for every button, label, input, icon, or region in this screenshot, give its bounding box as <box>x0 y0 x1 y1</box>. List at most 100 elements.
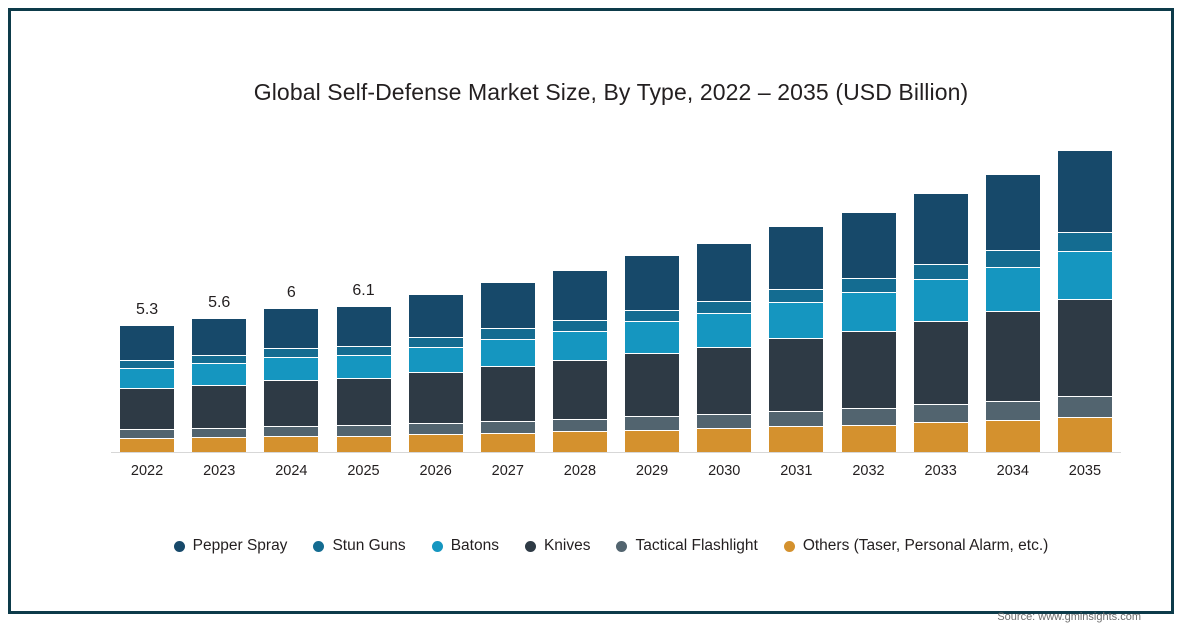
bar-segment[interactable] <box>913 404 968 423</box>
bar-stack <box>985 174 1040 453</box>
bar-segment[interactable] <box>697 428 752 453</box>
bar-segment[interactable] <box>480 328 535 339</box>
bar-segment[interactable] <box>1057 396 1112 418</box>
bar-segment[interactable] <box>1057 232 1112 251</box>
bar-segment[interactable] <box>336 425 391 436</box>
bar-segment[interactable] <box>120 368 175 389</box>
bar-segment[interactable] <box>336 345 391 355</box>
bar-segment[interactable] <box>769 302 824 339</box>
bar-segment[interactable] <box>408 346 463 373</box>
bar-segment[interactable] <box>1057 299 1112 397</box>
bar-segment[interactable] <box>913 263 968 280</box>
bar-segment[interactable] <box>625 309 680 322</box>
x-axis-tick-labels: 2022 2023 2024 2025 2026 2027 2028 2029 2030 2031… <box>111 463 1121 485</box>
bar-segment[interactable] <box>1057 250 1112 300</box>
bar-segment[interactable] <box>913 279 968 321</box>
bar-segment[interactable] <box>841 278 896 293</box>
legend-item[interactable]: Tactical Flashlight <box>616 537 758 555</box>
bar-segment[interactable] <box>480 420 535 433</box>
bar-segment[interactable] <box>985 249 1040 267</box>
bar-segment[interactable] <box>985 420 1040 453</box>
plot-area: 5.3 5.6 6 6.1 <box>111 141 1121 453</box>
bar-segment[interactable] <box>336 378 391 426</box>
bar-segment[interactable] <box>625 321 680 353</box>
bar-segment[interactable] <box>769 426 824 453</box>
bar-segment[interactable] <box>264 356 319 381</box>
bar-segment[interactable] <box>192 354 247 363</box>
bar-segment[interactable] <box>480 282 535 329</box>
bar-segment[interactable] <box>264 426 319 437</box>
bar-segment[interactable] <box>625 256 680 310</box>
legend-swatch-icon <box>173 540 185 552</box>
bar-segment[interactable] <box>1057 150 1112 233</box>
bar-segment[interactable] <box>769 338 824 411</box>
bar-segment[interactable] <box>120 429 175 439</box>
bar-segment[interactable] <box>192 318 247 355</box>
bar-segment[interactable] <box>480 338 535 367</box>
bar-segment[interactable] <box>552 330 607 361</box>
bar-segment[interactable] <box>408 372 463 424</box>
bar-segment[interactable] <box>697 300 752 314</box>
bar-segment[interactable] <box>697 346 752 414</box>
bar-segment[interactable] <box>264 380 319 427</box>
bar-segment[interactable] <box>336 435 391 453</box>
bar-stack <box>552 270 607 453</box>
bar-segment[interactable] <box>408 337 463 347</box>
legend-item[interactable]: Pepper Spray <box>173 537 287 555</box>
bar-segment[interactable] <box>625 352 680 417</box>
bar-segment[interactable] <box>120 360 175 369</box>
bar-segment[interactable] <box>120 438 175 453</box>
bar-segment[interactable] <box>985 400 1040 421</box>
bar-segment[interactable] <box>480 432 535 453</box>
bar-segment[interactable] <box>552 319 607 331</box>
bar-segment[interactable] <box>120 325 175 361</box>
bar-segment[interactable] <box>985 311 1040 401</box>
legend-item[interactable]: Knives <box>524 537 591 555</box>
bar-segment[interactable] <box>408 434 463 453</box>
bar-segment[interactable] <box>841 213 896 279</box>
bar-segment[interactable] <box>769 227 824 289</box>
bar-segment[interactable] <box>480 366 535 421</box>
x-axis-label-2029: 2029 <box>635 463 669 479</box>
bar-segment[interactable] <box>120 388 175 430</box>
bar-segment[interactable] <box>985 174 1040 250</box>
bar-segment[interactable] <box>552 431 607 453</box>
bar-segment[interactable] <box>192 363 247 385</box>
bar-segment[interactable] <box>336 354 391 379</box>
bar-segment[interactable] <box>913 320 968 405</box>
bar-segment[interactable] <box>192 437 247 453</box>
bar-segment[interactable] <box>192 427 247 438</box>
bar-segment[interactable] <box>841 292 896 331</box>
bar-segment[interactable] <box>625 416 680 430</box>
bar-segment[interactable] <box>552 270 607 320</box>
bar-segment[interactable] <box>625 429 680 453</box>
legend-label: Batons <box>450 537 499 554</box>
bar-segment[interactable] <box>769 288 824 303</box>
bar-segment[interactable] <box>408 423 463 435</box>
legend-item[interactable]: Stun Guns <box>313 537 406 555</box>
bar-segment[interactable] <box>841 330 896 408</box>
bar-segment[interactable] <box>841 407 896 425</box>
legend-item[interactable]: Others (Taser, Personal Alarm, etc.) <box>783 537 1048 555</box>
legend-label: Knives <box>543 537 591 554</box>
legend-swatch-icon <box>524 540 536 552</box>
bar-segment[interactable] <box>841 424 896 453</box>
bar-stack <box>408 294 463 453</box>
bar-segment[interactable] <box>192 384 247 428</box>
bar-segment[interactable] <box>697 413 752 429</box>
bar-segment[interactable] <box>913 193 968 264</box>
bar-segment[interactable] <box>408 294 463 338</box>
bar-segment[interactable] <box>264 309 319 349</box>
bar-segment[interactable] <box>769 410 824 427</box>
bar-segment[interactable] <box>697 244 752 301</box>
bar-segment[interactable] <box>552 360 607 419</box>
legend-item[interactable]: Batons <box>431 537 499 555</box>
bar-segment[interactable] <box>913 422 968 453</box>
bar-segment[interactable] <box>552 418 607 432</box>
bar-segment[interactable] <box>697 313 752 347</box>
bar-segment[interactable] <box>264 436 319 453</box>
bar-segment[interactable] <box>1057 417 1112 453</box>
bar-segment[interactable] <box>336 306 391 346</box>
bar-segment[interactable] <box>264 348 319 357</box>
bar-segment[interactable] <box>985 266 1040 312</box>
